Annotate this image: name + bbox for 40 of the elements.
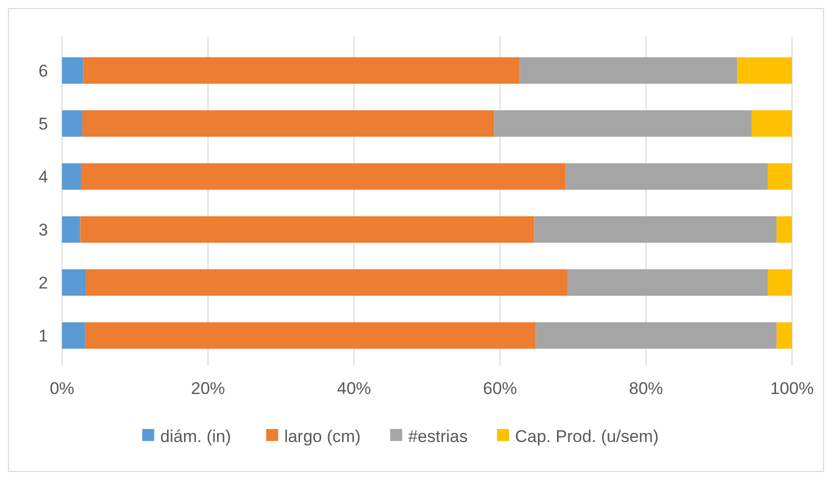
bar [62, 269, 86, 296]
bar [568, 269, 768, 296]
bar [534, 216, 777, 243]
bar [566, 163, 768, 190]
bar [85, 322, 536, 349]
bar [62, 163, 81, 190]
bar [768, 269, 792, 296]
bar [62, 216, 80, 243]
legend-label: largo (cm) [284, 426, 361, 446]
bar [80, 163, 566, 190]
x-tick-label: 100% [770, 379, 814, 398]
bar [776, 216, 792, 243]
bar [62, 57, 84, 84]
bar [776, 322, 792, 349]
legend-label: diám. (in) [160, 426, 232, 446]
y-tick-label: 4 [38, 167, 48, 186]
bar [494, 110, 752, 137]
legend-label: #estrias [408, 426, 468, 446]
bar [752, 110, 792, 137]
x-tick-label: 80% [628, 379, 664, 398]
x-tick-label: 20% [190, 379, 226, 398]
y-tick-label: 3 [38, 220, 48, 240]
bar [737, 57, 792, 84]
legend-label: Cap. Prod. (u/sem) [515, 426, 659, 446]
bar [768, 163, 792, 190]
bar [536, 322, 777, 349]
bar [83, 57, 520, 84]
bar [82, 110, 494, 137]
bar [62, 110, 82, 137]
bar [80, 216, 534, 243]
x-tick-label: 60% [482, 379, 518, 398]
x-tick-label: 40% [336, 379, 372, 398]
y-tick-label: 1 [38, 326, 48, 346]
y-tick-label: 6 [38, 61, 48, 80]
bar [520, 57, 738, 84]
bar [62, 322, 86, 349]
x-tick-label: 0% [50, 379, 74, 398]
y-tick-label: 5 [38, 114, 48, 134]
bar [86, 269, 568, 296]
y-tick-label: 2 [38, 273, 48, 292]
